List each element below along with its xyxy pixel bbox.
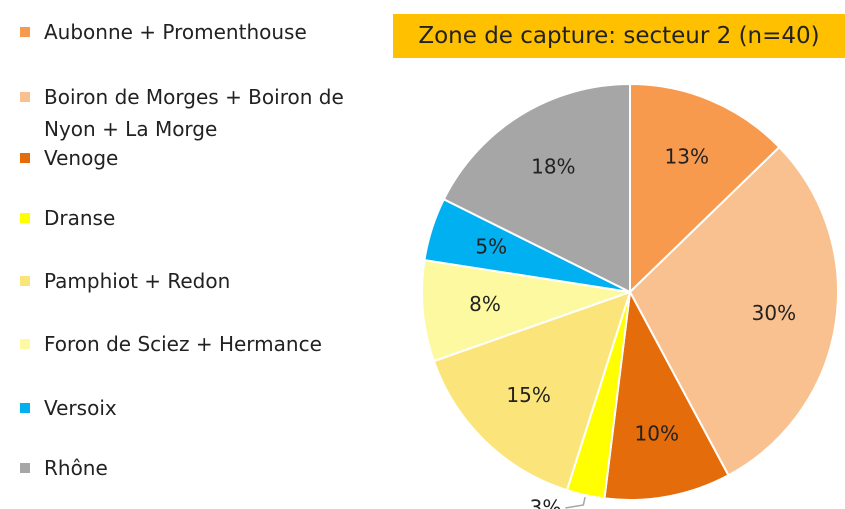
legend-item: Pamphiot + Redon [14, 265, 384, 297]
data-label: 3% [530, 495, 562, 509]
legend-swatch [20, 27, 30, 37]
leader-line [565, 496, 586, 509]
legend-swatch [20, 276, 30, 286]
legend-item: Dranse [14, 202, 384, 234]
legend-swatch [20, 339, 30, 349]
legend-label: Versoix [44, 396, 117, 420]
pie-slice [603, 288, 730, 501]
pie-slice [629, 82, 781, 295]
legend-label: Rhône [44, 456, 108, 480]
legend-label: Venoge [44, 146, 119, 170]
legend-swatch [20, 153, 30, 163]
legend-item: Aubonne + Promenthouse [14, 16, 384, 48]
legend-item: Versoix [14, 392, 384, 424]
pie-slice [421, 258, 631, 363]
legend-swatch [20, 213, 30, 223]
data-label: 15% [506, 383, 550, 407]
legend-label: Dranse [44, 206, 116, 230]
legend-label: Pamphiot + Redon [44, 269, 231, 293]
legend-label: Aubonne + Promenthouse [44, 20, 307, 44]
pie-slice [432, 290, 632, 492]
data-label: 10% [635, 422, 679, 446]
legend-item: Rhône [14, 452, 384, 484]
legend-label: Boiron de Morges + Boiron de Nyon + La M… [44, 85, 344, 141]
pie-slice [628, 145, 839, 477]
data-label: 8% [469, 292, 501, 316]
chart-title: Zone de capture: secteur 2 (n=40) [393, 14, 845, 58]
legend-swatch [20, 403, 30, 413]
legend-label: Foron de Sciez + Hermance [44, 332, 322, 356]
data-label: 13% [665, 144, 709, 168]
data-label: 30% [752, 301, 796, 325]
legend-item: Venoge [14, 142, 384, 174]
data-label: 5% [475, 234, 507, 258]
legend-swatch [20, 463, 30, 473]
pie-slice [442, 82, 631, 294]
legend-item: Boiron de Morges + Boiron de Nyon + La M… [14, 81, 384, 145]
data-label: 18% [531, 155, 575, 179]
legend-item: Foron de Sciez + Hermance [14, 328, 384, 360]
legend-swatch [20, 92, 30, 102]
